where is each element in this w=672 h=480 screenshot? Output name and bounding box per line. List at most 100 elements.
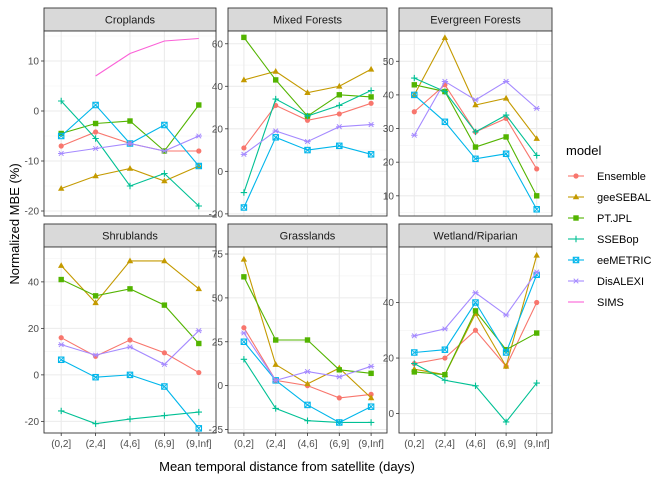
data-point	[304, 337, 311, 343]
data-point	[92, 145, 99, 152]
x-tick-label: (6,9]	[154, 439, 174, 450]
data-point	[58, 150, 65, 157]
data-point	[367, 403, 375, 410]
panel-title: Croplands	[105, 15, 156, 27]
data-point	[58, 276, 64, 283]
x-tick-label: (2,4]	[266, 439, 286, 450]
data-point	[161, 170, 168, 177]
series-ssebop	[240, 356, 375, 426]
panel-wetland-riparian: Wetland/Riparian 0 20 40 (0,2] (2,4] (4,6] (6,9…	[383, 223, 553, 450]
data-point	[92, 293, 99, 299]
data-point	[336, 92, 342, 98]
x-axis: (0,2] (2,4] (4,6] (6,9] (9,Inf]	[404, 433, 550, 450]
y-tick-label: 10	[28, 57, 40, 68]
data-point	[502, 349, 510, 356]
panels: Croplands -20 -10 0 10 Mixed Forests -20 0 20 40 6…	[25, 7, 553, 450]
panel-border	[43, 246, 217, 434]
data-point	[336, 374, 343, 380]
data-point	[126, 415, 134, 423]
data-point	[240, 204, 248, 211]
y-tick-label: 20	[28, 324, 40, 335]
panel-shrublands: Shrublands -20 0 20 40 (0,2] (2,4] (4,6] (6,9] (9…	[25, 223, 217, 450]
data-point	[272, 68, 279, 74]
data-point	[272, 377, 279, 384]
x-tick-label: (9,Inf]	[358, 439, 384, 450]
y-tick-label: 20	[383, 354, 395, 365]
y-tick-label: 25	[212, 337, 224, 348]
data-point	[503, 134, 509, 140]
data-point	[196, 102, 202, 108]
data-point	[161, 302, 168, 308]
legend-item-eemetric: eeMETRIC	[568, 255, 651, 267]
data-point	[58, 185, 65, 191]
x-axis: (0,2] (2,4] (4,6] (6,9] (9,Inf]	[234, 433, 384, 450]
data-point	[502, 78, 510, 85]
x-tick-label: (0,2]	[234, 439, 254, 450]
series-disalexi	[58, 133, 202, 157]
data-point	[441, 78, 449, 85]
series-disalexi	[58, 328, 202, 368]
data-point	[196, 148, 202, 154]
data-point	[441, 326, 449, 332]
x-tick-label: (4,6]	[465, 439, 485, 450]
y-axis: 10 20 30 40 50	[383, 57, 399, 202]
data-point	[368, 100, 374, 106]
data-point	[304, 138, 311, 145]
legend-key-marker	[572, 278, 580, 284]
data-point	[240, 189, 248, 196]
series-group	[411, 251, 540, 426]
data-point	[367, 419, 375, 426]
data-point	[534, 166, 540, 172]
data-point	[502, 111, 510, 119]
series-group	[57, 37, 203, 210]
data-point	[241, 145, 247, 151]
data-point	[92, 120, 99, 127]
data-point	[240, 151, 248, 157]
data-point	[442, 372, 448, 378]
legend-label: DisALEXI	[597, 276, 644, 288]
series-ssebop	[58, 407, 202, 427]
data-point	[304, 401, 311, 409]
y-tick-label: 20	[383, 158, 395, 169]
panel-border	[227, 30, 388, 217]
x-tick-label: (0,2]	[51, 439, 71, 450]
data-point	[502, 150, 510, 158]
y-axis: -20 -10 0 10	[25, 57, 44, 218]
x-tick-label: (6,9]	[329, 439, 349, 450]
data-point	[92, 373, 99, 381]
data-point	[126, 344, 134, 350]
panel-title: Grasslands	[280, 231, 336, 243]
data-point	[272, 405, 279, 412]
legend-item-ssebop: SSEBop	[568, 234, 639, 246]
series-eemetric	[411, 271, 540, 356]
data-point	[472, 128, 479, 136]
series-ssebop	[240, 87, 375, 196]
x-tick-label: (2,4]	[435, 439, 455, 450]
y-tick-label: 0	[217, 167, 223, 178]
y-tick-label: 40	[383, 298, 395, 309]
x-axis: (0,2] (2,4] (4,6] (6,9] (9,Inf]	[51, 433, 212, 450]
y-tick-label: -20	[209, 209, 224, 220]
panel-grasslands: Grasslands -25 0 25 50 75 (0,2] (2,4] (4,6] (6,9]…	[209, 223, 388, 450]
data-point	[161, 257, 168, 264]
series-disalexi	[240, 330, 375, 384]
data-point	[534, 193, 540, 199]
data-point	[273, 337, 279, 343]
data-point	[161, 361, 168, 368]
data-point	[241, 34, 247, 41]
data-point	[441, 34, 449, 41]
data-point	[472, 101, 479, 108]
series-ssebop	[58, 97, 202, 210]
data-point	[241, 274, 247, 280]
data-point	[472, 97, 479, 103]
series-group	[57, 257, 203, 432]
data-point	[336, 82, 343, 89]
data-point	[161, 177, 168, 184]
series-ensemble	[58, 335, 202, 376]
legend-key-marker	[573, 215, 579, 221]
data-point	[240, 338, 248, 346]
data-point	[240, 330, 248, 336]
data-point	[272, 95, 279, 103]
y-tick-label: -20	[25, 417, 40, 428]
